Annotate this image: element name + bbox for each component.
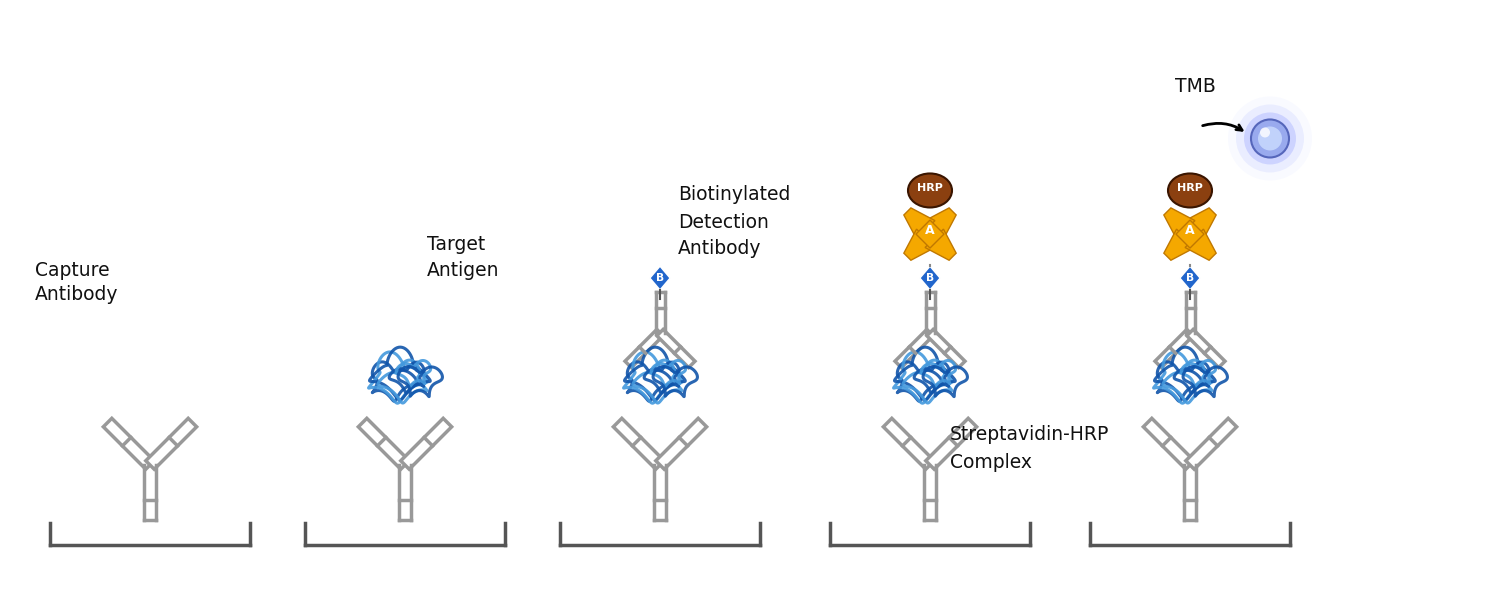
Polygon shape [1176,220,1204,248]
Polygon shape [1186,418,1236,469]
Text: Antibody: Antibody [678,239,762,259]
Text: A: A [1185,224,1196,236]
Text: B: B [926,273,934,283]
Circle shape [1260,127,1270,137]
Polygon shape [614,418,664,469]
Text: Antibody: Antibody [34,286,118,304]
Circle shape [1236,104,1304,172]
Polygon shape [1185,208,1216,239]
Circle shape [1244,112,1296,164]
Circle shape [1258,127,1282,151]
Polygon shape [657,329,694,368]
Polygon shape [1179,266,1200,290]
Text: Capture: Capture [34,260,110,280]
Text: A: A [926,224,934,236]
Polygon shape [904,229,934,260]
Circle shape [1251,119,1288,157]
Polygon shape [146,418,196,469]
Ellipse shape [908,173,952,208]
Text: Detection: Detection [678,212,770,232]
Polygon shape [626,329,663,368]
Text: Complex: Complex [950,452,1032,472]
Polygon shape [1186,329,1225,368]
Polygon shape [920,266,940,290]
Polygon shape [1185,229,1216,260]
Text: B: B [656,273,664,283]
Text: B: B [1186,273,1194,283]
Polygon shape [1164,208,1196,239]
Polygon shape [650,266,670,290]
Polygon shape [926,208,956,239]
Polygon shape [1143,418,1194,469]
Text: HRP: HRP [1178,184,1203,193]
Circle shape [1228,97,1312,181]
Polygon shape [904,208,934,239]
Text: TMB: TMB [1174,77,1215,96]
Polygon shape [400,418,451,469]
Text: Target: Target [427,235,486,254]
Polygon shape [896,329,933,368]
Polygon shape [656,418,706,469]
Polygon shape [1164,229,1196,260]
Polygon shape [104,418,154,469]
Polygon shape [927,329,964,368]
Ellipse shape [1168,173,1212,208]
Polygon shape [884,418,934,469]
Text: HRP: HRP [916,184,944,193]
Polygon shape [358,418,410,469]
Text: Biotinylated: Biotinylated [678,185,790,205]
Text: Streptavidin-HRP: Streptavidin-HRP [950,425,1110,445]
Text: Antigen: Antigen [427,260,500,280]
Polygon shape [926,229,956,260]
Polygon shape [916,220,944,248]
Polygon shape [1155,329,1192,368]
Polygon shape [926,418,976,469]
